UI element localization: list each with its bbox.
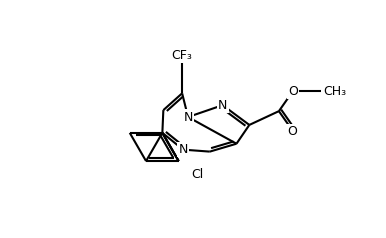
Text: N: N xyxy=(183,110,193,124)
Text: CF₃: CF₃ xyxy=(172,49,193,62)
Text: O: O xyxy=(288,84,298,98)
Text: CH₃: CH₃ xyxy=(323,84,347,98)
Text: N: N xyxy=(178,143,188,156)
Text: N: N xyxy=(218,99,227,112)
Text: Cl: Cl xyxy=(191,168,203,181)
Text: O: O xyxy=(287,125,297,138)
